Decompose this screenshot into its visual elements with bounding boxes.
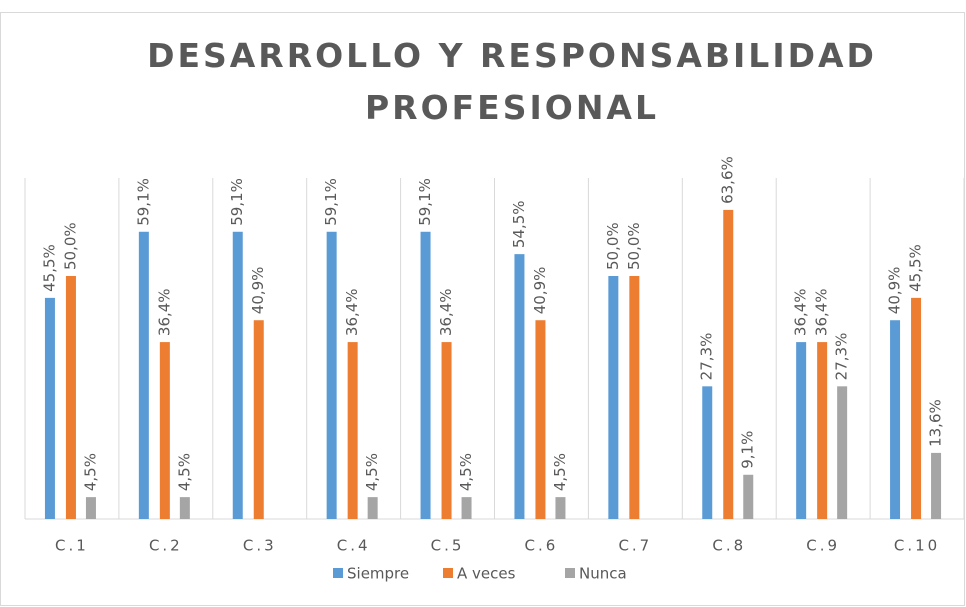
data-label: 50,0% [604,222,622,270]
data-label: 36,4% [343,288,361,336]
bar [702,386,713,519]
bar [608,276,619,519]
bar [796,342,807,519]
data-label: 59,1% [134,178,152,226]
bar [179,497,190,519]
bar [326,231,337,520]
x-tick-label: C.6 [525,537,559,555]
x-tick-label: C.5 [431,537,465,555]
data-label: 40,9% [531,267,549,315]
bar [514,254,525,519]
x-tick-label: C.1 [55,537,89,555]
x-tick-label: C.3 [243,537,277,555]
x-tick-label: C.10 [894,537,940,555]
legend-swatch [443,568,453,578]
bar [367,497,378,519]
data-label: 45,5% [907,244,925,292]
data-label: 9,1% [739,431,757,469]
bar [555,497,566,519]
bar [817,342,828,519]
data-label: 50,0% [61,222,79,270]
x-tick-label: C.4 [337,537,371,555]
bar [420,231,431,520]
bar [65,276,76,519]
data-label: 4,5% [81,453,99,491]
x-tick-label: C.8 [712,537,746,555]
data-label: 54,5% [510,200,528,248]
bar [461,497,472,519]
x-tick-label: C.7 [618,537,652,555]
x-tick-label: C.9 [806,537,840,555]
legend-label: A veces [457,565,516,583]
legend-swatch [565,568,575,578]
bar [253,320,264,519]
bar [347,342,358,519]
data-label: 63,6% [719,156,737,204]
data-label: 4,5% [363,453,381,491]
x-tick-label: C.2 [149,537,183,555]
data-label: 45,5% [40,244,58,292]
data-label: 40,9% [249,267,267,315]
data-label: 59,1% [416,178,434,226]
bar [138,231,149,520]
bar [44,297,55,519]
legend-swatch [333,568,343,578]
data-label: 4,5% [457,453,475,491]
bar [931,452,942,519]
bar [911,297,922,519]
chart-title: DESARROLLO Y RESPONSABILIDAD PROFESIONAL [147,36,877,127]
data-label: 59,1% [322,178,340,226]
data-label: 36,4% [813,288,831,336]
data-label: 27,3% [698,333,716,381]
bar [85,497,96,519]
bar [441,342,452,519]
bar [159,342,170,519]
data-label: 36,4% [155,288,173,336]
bar [890,320,901,519]
data-label: 4,5% [175,453,193,491]
bar [837,386,848,519]
data-label: 27,3% [833,333,851,381]
bar [723,209,734,520]
bar [743,474,754,519]
data-label: 13,6% [927,399,945,447]
bar [629,276,640,519]
data-label: 4,5% [551,453,569,491]
legend-label: Siempre [347,565,409,583]
bar [535,320,546,519]
bar [232,231,243,520]
legend-label: Nunca [579,565,627,583]
data-label: 59,1% [228,178,246,226]
data-label: 36,4% [437,288,455,336]
data-label: 40,9% [886,267,904,315]
data-label: 36,4% [792,288,810,336]
data-label: 50,0% [625,222,643,270]
